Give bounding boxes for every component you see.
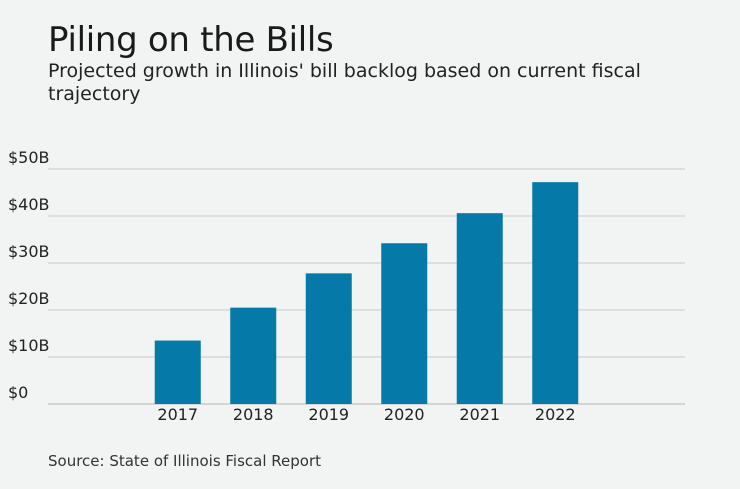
bar-2021	[456, 213, 503, 404]
y-tick-label-50: $50B	[8, 148, 50, 167]
chart-title: Piling on the Bills	[48, 20, 334, 60]
x-tick-label-2020: 2020	[384, 405, 425, 424]
bar-2018	[230, 307, 277, 404]
bar-2020	[381, 243, 428, 404]
bars	[154, 182, 579, 404]
gridlines	[48, 168, 685, 405]
y-tick-label-20: $20B	[8, 289, 50, 308]
axis-labels: $0 $10B $20B $30B $40B $50B 2017 2018 2019 2020 20…	[8, 148, 576, 424]
bar-2017	[154, 340, 201, 404]
x-tick-label-2019: 2019	[308, 405, 349, 424]
bar-2019	[305, 273, 352, 404]
source-note: Source: State of Illinois Fiscal Report	[48, 452, 322, 470]
y-tick-label-0: $0	[8, 383, 28, 402]
chart-subtitle: Projected growth in Illinois' bill backl…	[48, 60, 641, 105]
x-tick-label-2017: 2017	[157, 405, 198, 424]
y-tick-label-10: $10B	[8, 336, 50, 355]
bar-2022	[532, 182, 579, 404]
y-tick-label-30: $30B	[8, 242, 50, 261]
x-tick-label-2021: 2021	[459, 405, 500, 424]
y-tick-label-40: $40B	[8, 195, 50, 214]
x-tick-label-2018: 2018	[233, 405, 274, 424]
x-tick-label-2022: 2022	[535, 405, 576, 424]
